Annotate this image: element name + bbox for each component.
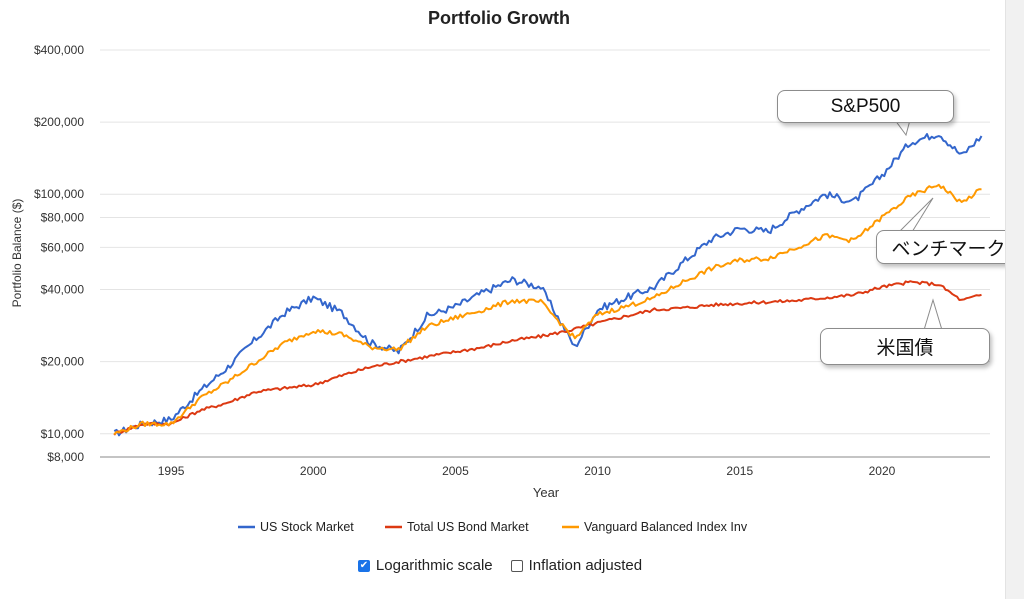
- series-line-0: [113, 133, 983, 437]
- legend-label: US Stock Market: [260, 520, 354, 534]
- logarithmic-scale-checkbox[interactable]: ✔: [357, 559, 370, 572]
- inflation-adjusted-option[interactable]: Inflation adjusted: [510, 557, 643, 574]
- logarithmic-scale-option[interactable]: ✔ Logarithmic scale: [357, 557, 493, 574]
- y-tick-label: $40,000: [41, 283, 85, 297]
- page-scrollbar[interactable]: [1005, 0, 1024, 599]
- y-tick-label: $8,000: [47, 450, 84, 464]
- x-tick-label: 2010: [584, 464, 611, 478]
- x-tick-label: 2015: [726, 464, 753, 478]
- y-tick-label: $100,000: [34, 187, 84, 201]
- chart-title: Portfolio Growth: [428, 8, 570, 28]
- x-axis-label: Year: [533, 485, 560, 500]
- chart-options: ✔ Logarithmic scale Inflation adjusted: [0, 557, 1000, 574]
- x-tick-label: 1995: [158, 464, 185, 478]
- annotation-us-treasury: 米国債: [820, 328, 990, 365]
- annotation-benchmark: ベンチマーク: [876, 230, 1021, 264]
- series-line-2: [113, 183, 982, 436]
- legend-label: Vanguard Balanced Index Inv: [584, 520, 748, 534]
- annotation-sp500: S&P500: [777, 90, 954, 123]
- x-tick-label: 2020: [869, 464, 896, 478]
- legend-label: Total US Bond Market: [407, 520, 529, 534]
- series-line-1: [113, 280, 982, 436]
- y-tick-label: $400,000: [34, 43, 84, 57]
- inflation-adjusted-checkbox[interactable]: [510, 559, 523, 572]
- y-tick-label: $10,000: [41, 427, 85, 441]
- callout-pointers: [894, 119, 943, 331]
- portfolio-growth-chart: Portfolio Growth $400,000 $200,000 $100,00…: [10, 8, 990, 534]
- inflation-adjusted-label: Inflation adjusted: [528, 557, 643, 574]
- legend: US Stock Market Total US Bond Market Vangu…: [238, 520, 748, 534]
- y-tick-label: $60,000: [41, 240, 85, 254]
- y-tick-label: $20,000: [41, 355, 85, 369]
- x-axis-ticks: 1995 2000 2005 2010 2015 2020: [158, 464, 896, 478]
- x-tick-label: 2000: [300, 464, 327, 478]
- logarithmic-scale-label: Logarithmic scale: [375, 557, 493, 574]
- y-axis-ticks: $400,000 $200,000 $100,000 $80,000 $60,000 $4…: [34, 43, 84, 464]
- series-lines: [113, 133, 983, 437]
- y-axis-label: Portfolio Balance ($): [10, 199, 24, 308]
- x-tick-label: 2005: [442, 464, 469, 478]
- y-tick-label: $80,000: [41, 210, 85, 224]
- y-tick-label: $200,000: [34, 115, 84, 129]
